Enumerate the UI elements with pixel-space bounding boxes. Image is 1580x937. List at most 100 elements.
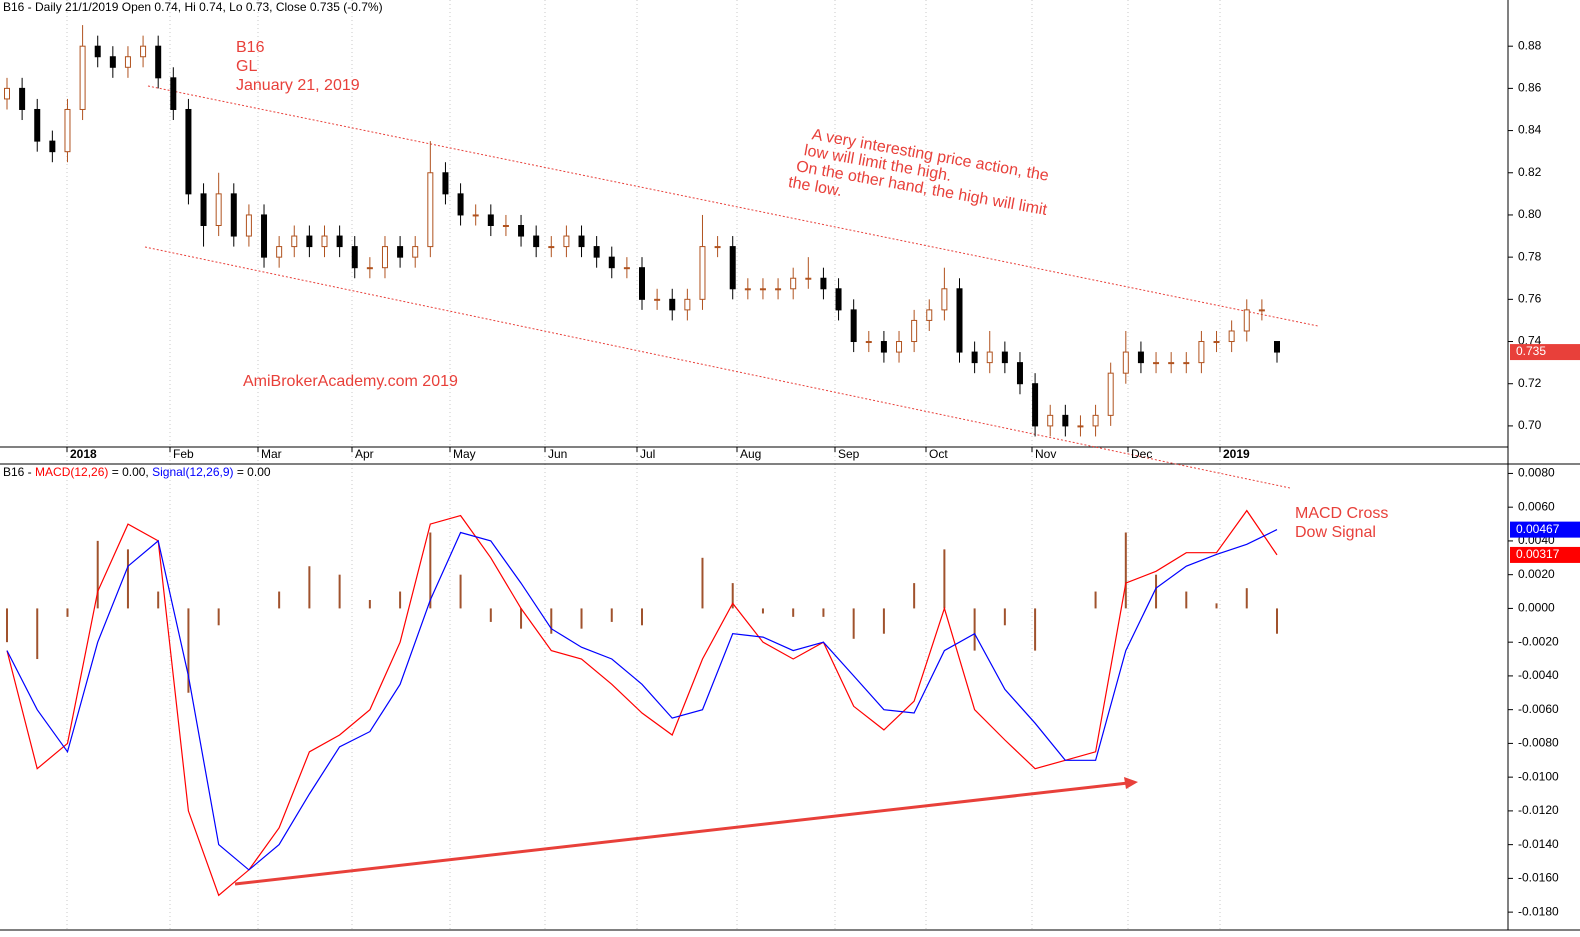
candle-body bbox=[1153, 362, 1160, 365]
candle-body bbox=[775, 288, 782, 291]
annotation: Dow Signal bbox=[1295, 524, 1376, 541]
header-prefix: B16 - bbox=[3, 465, 32, 479]
legend-entry: Signal(12,26,9) bbox=[152, 465, 233, 479]
candle-body bbox=[200, 193, 207, 227]
candle-body bbox=[759, 288, 766, 291]
candle-body bbox=[896, 341, 903, 353]
candle-body bbox=[412, 246, 419, 258]
candle-body bbox=[1047, 414, 1054, 427]
header-value: = 0.00, bbox=[112, 465, 149, 479]
candle-body bbox=[850, 309, 857, 343]
candle-body bbox=[502, 225, 509, 227]
last-value-label: 0.00467 bbox=[1516, 522, 1560, 536]
annotation: GL bbox=[236, 58, 257, 75]
candle-body bbox=[381, 246, 388, 269]
candle-body bbox=[956, 288, 963, 353]
candle-body bbox=[669, 298, 676, 311]
candle-body bbox=[4, 87, 10, 100]
candle-body bbox=[49, 140, 56, 153]
x-tick-label: Apr bbox=[355, 447, 374, 461]
y-tick-label: 0.76 bbox=[1518, 292, 1542, 306]
x-tick-label: Jun bbox=[548, 447, 567, 461]
candle-body bbox=[245, 214, 252, 237]
y-tick-label: -0.0140 bbox=[1518, 837, 1559, 851]
candle-body bbox=[865, 341, 872, 344]
x-tick-label: Dec bbox=[1131, 447, 1152, 461]
candle-body bbox=[971, 351, 978, 364]
candle-body bbox=[1213, 341, 1220, 344]
arrow-head bbox=[1124, 777, 1138, 789]
annotation: MACD Cross bbox=[1295, 505, 1388, 522]
x-tick-label: Sep bbox=[838, 447, 860, 461]
candle-body bbox=[170, 77, 177, 110]
annotation: January 21, 2019 bbox=[236, 77, 360, 94]
candle-body bbox=[926, 309, 933, 321]
y-tick-label: -0.0080 bbox=[1518, 736, 1559, 750]
y-tick-label: 0.80 bbox=[1518, 207, 1542, 221]
candle-body bbox=[34, 108, 41, 142]
candle-body bbox=[729, 246, 736, 290]
candle-body bbox=[835, 288, 842, 311]
candle-body bbox=[1062, 414, 1069, 427]
candle-body bbox=[714, 246, 721, 249]
candle-body bbox=[124, 56, 131, 68]
candle-body bbox=[230, 193, 237, 237]
candle-body bbox=[366, 267, 373, 270]
last-value-box bbox=[1510, 344, 1580, 361]
candle-body bbox=[639, 267, 645, 300]
last-value-box bbox=[1510, 521, 1580, 538]
y-tick-label: 0.0020 bbox=[1518, 567, 1555, 581]
candle-body bbox=[185, 108, 192, 195]
candle-body bbox=[19, 87, 26, 110]
header-value: = 0.00 bbox=[237, 465, 271, 479]
candle-body bbox=[351, 246, 358, 269]
candle-body bbox=[548, 246, 555, 249]
candle-body bbox=[140, 45, 147, 58]
candle-body bbox=[986, 351, 993, 364]
x-tick-label: Mar bbox=[261, 447, 282, 461]
candle-body bbox=[457, 193, 464, 216]
candle-body bbox=[472, 214, 479, 217]
y-tick-label: -0.0120 bbox=[1518, 803, 1559, 817]
candle-body bbox=[1274, 341, 1280, 353]
candle-body bbox=[684, 298, 691, 311]
y-tick-label: -0.0040 bbox=[1518, 668, 1559, 682]
candle-body bbox=[518, 225, 525, 237]
candle-body bbox=[1198, 341, 1205, 364]
y-tick-label: -0.0020 bbox=[1518, 634, 1559, 648]
legend-entry: MACD(12,26) bbox=[35, 465, 108, 479]
candle-body bbox=[1092, 414, 1099, 427]
y-tick-label: 0.86 bbox=[1518, 81, 1542, 95]
x-tick-label: Feb bbox=[173, 447, 194, 461]
candle-body bbox=[790, 277, 797, 290]
y-tick-label: 0.82 bbox=[1518, 165, 1542, 179]
x-tick-label: Aug bbox=[740, 447, 761, 461]
last-value-label: 0.735 bbox=[1516, 344, 1546, 358]
candle-body bbox=[654, 298, 661, 301]
candle-body bbox=[109, 56, 116, 68]
candle-body bbox=[608, 256, 615, 269]
y-tick-label: 0.0060 bbox=[1518, 499, 1555, 513]
channel-line bbox=[144, 246, 1291, 489]
annotation: AmiBrokerAcademy.com 2019 bbox=[243, 373, 458, 390]
indicator-line bbox=[6, 529, 1278, 871]
candle-body bbox=[699, 246, 706, 300]
candle-body bbox=[336, 235, 343, 248]
y-tick-label: 0.70 bbox=[1518, 418, 1542, 432]
candle-body bbox=[1077, 425, 1084, 428]
candle-body bbox=[442, 172, 449, 195]
candle-body bbox=[261, 214, 268, 258]
macd-header: B16 - MACD(12,26) = 0.00, Signal(12,26,9… bbox=[3, 465, 271, 479]
candle-body bbox=[820, 277, 827, 290]
candle-body bbox=[744, 288, 751, 291]
candle-body bbox=[941, 288, 948, 311]
chart-title: B16 - Daily 21/1/2019 Open 0.74, Hi 0.74… bbox=[3, 0, 383, 14]
candle-body bbox=[1258, 309, 1265, 312]
candle-body bbox=[291, 235, 298, 248]
y-tick-label: -0.0060 bbox=[1518, 702, 1559, 716]
grid bbox=[66, 0, 1221, 930]
candle-body bbox=[306, 235, 313, 248]
last-value-box bbox=[1510, 546, 1580, 563]
